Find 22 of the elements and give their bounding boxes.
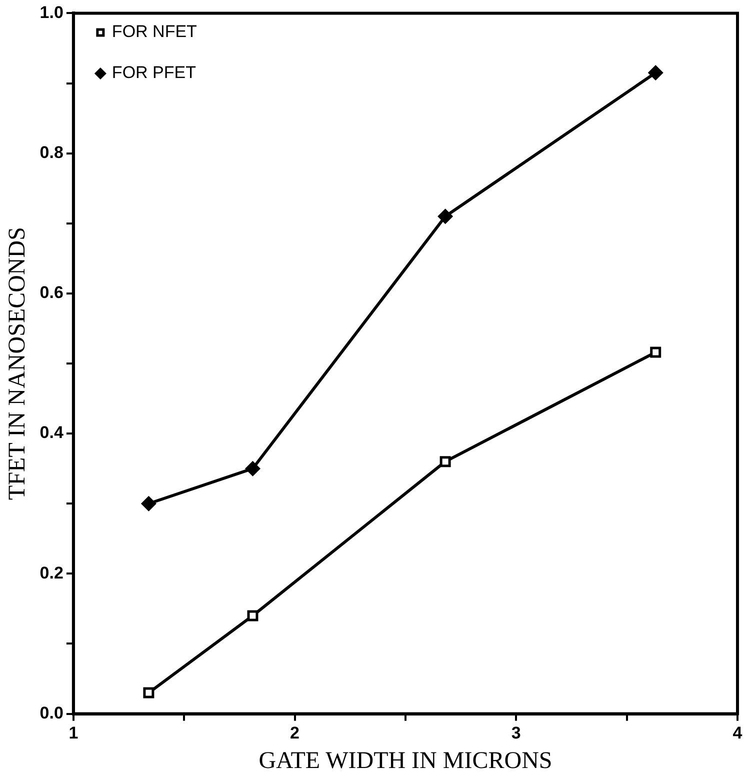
y-tick-label: 1.0 <box>40 2 64 22</box>
x-tick-label: 2 <box>290 724 300 743</box>
x-tick-label: 3 <box>511 724 521 743</box>
point <box>648 66 663 80</box>
point <box>650 346 662 358</box>
point <box>245 461 260 476</box>
point <box>438 209 453 224</box>
y-axis-title: TFET IN NANOSECONDS <box>4 227 31 500</box>
legend-label: FOR PFET <box>112 63 196 82</box>
legend-label: FOR NFET <box>112 22 197 42</box>
point <box>247 610 258 622</box>
x-tick-label: 1 <box>68 724 78 743</box>
y-tick-label: 0.6 <box>40 283 64 302</box>
y-tick-label: 0.2 <box>40 563 64 582</box>
point <box>143 687 154 698</box>
x-axis-title: GATE WIDTH IN MICRONS <box>258 748 552 774</box>
point <box>440 456 451 468</box>
y-tick-label: 0.0 <box>40 703 64 722</box>
y-tick-label: 0.4 <box>40 423 64 442</box>
x-tick-label: 4 <box>732 724 743 743</box>
point <box>141 496 156 511</box>
y-tick-label: 0.8 <box>40 143 64 162</box>
